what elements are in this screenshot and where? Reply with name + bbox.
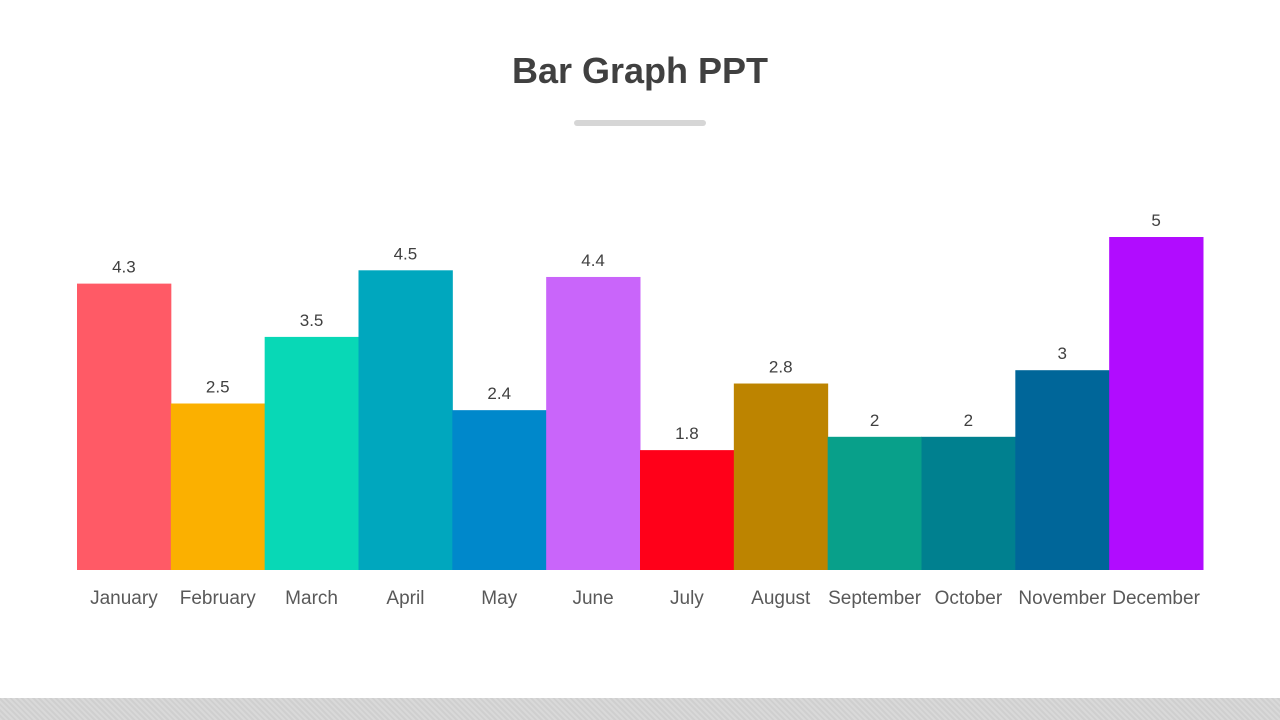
category-label-april: April xyxy=(386,588,424,609)
title-underline xyxy=(574,120,706,126)
value-label-february: 2.5 xyxy=(206,378,230,397)
bar-october xyxy=(921,436,1016,570)
value-labels-group: 4.3 2.5 3.5 4.5 2.4 4.4 1.8 2.8 2 2 3 5 xyxy=(112,211,1161,443)
category-label-march: March xyxy=(285,588,338,609)
value-label-april: 4.5 xyxy=(394,244,418,263)
value-label-september: 2 xyxy=(870,411,879,430)
bar-november xyxy=(1015,370,1110,570)
value-label-august: 2.8 xyxy=(769,358,793,377)
bars-group xyxy=(77,237,1204,570)
value-label-october: 2 xyxy=(964,411,973,430)
category-label-june: June xyxy=(572,588,613,609)
category-label-september: September xyxy=(828,588,922,609)
bar-january xyxy=(77,283,172,570)
value-label-march: 3.5 xyxy=(300,311,324,330)
bar-august xyxy=(733,383,829,570)
page-title: Bar Graph PPT xyxy=(511,50,769,91)
category-label-november: November xyxy=(1018,588,1106,609)
bar-june xyxy=(546,276,641,570)
category-labels-group: January February March April May June July Augu… xyxy=(90,588,1200,609)
bar-may xyxy=(452,410,547,570)
category-label-february: February xyxy=(180,588,257,609)
value-label-november: 3 xyxy=(1058,344,1067,363)
category-label-december: December xyxy=(1112,588,1200,609)
category-label-august: August xyxy=(751,588,811,609)
category-label-july: July xyxy=(670,588,704,609)
category-label-january: January xyxy=(90,588,158,609)
value-label-june: 4.4 xyxy=(581,251,605,270)
value-label-may: 2.4 xyxy=(487,384,511,403)
category-label-october: October xyxy=(935,588,1003,609)
value-label-december: 5 xyxy=(1151,211,1160,230)
bar-july xyxy=(640,450,735,570)
bar-september xyxy=(827,436,922,570)
bar-february xyxy=(170,403,266,570)
bar-april xyxy=(358,270,453,570)
bar-march xyxy=(264,336,359,570)
bar-december xyxy=(1109,237,1204,570)
value-label-january: 4.3 xyxy=(112,258,136,277)
footer-band xyxy=(0,698,1280,720)
value-label-july: 1.8 xyxy=(675,424,699,443)
category-label-may: May xyxy=(481,588,517,609)
